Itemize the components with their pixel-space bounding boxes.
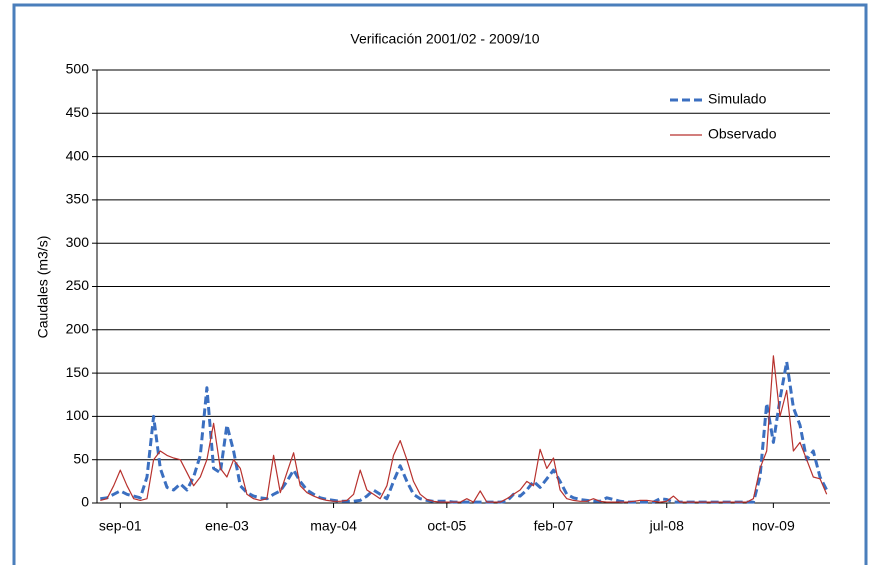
chart-frame (12, 3, 868, 570)
y-tick-label: 100 (66, 407, 90, 423)
x-tick-label: sep-01 (99, 518, 142, 534)
x-tick-label: nov-09 (752, 518, 795, 534)
x-tick-label: may-04 (310, 518, 357, 534)
y-tick-label: 500 (66, 61, 90, 77)
series-line (100, 355, 828, 503)
y-tick-label: 150 (66, 364, 90, 380)
y-tick-label: 250 (66, 277, 90, 293)
x-tick-label: ene-03 (205, 518, 249, 534)
y-tick-label: 450 (66, 104, 90, 120)
legend-label: Simulado (708, 91, 767, 107)
y-tick-label: 200 (66, 321, 90, 337)
y-tick-label: 0 (81, 494, 89, 510)
chart-title: Verificación 2001/02 - 2009/10 (350, 31, 539, 47)
x-tick-label: oct-05 (427, 518, 466, 534)
y-tick-label: 350 (66, 191, 90, 207)
y-axis-label: Caudales (m3/s) (35, 236, 51, 339)
x-tick-label: feb-07 (534, 518, 574, 534)
x-tick-label: jul-08 (649, 518, 684, 534)
legend-label: Observado (708, 126, 777, 142)
y-tick-label: 50 (73, 450, 89, 466)
y-tick-label: 300 (66, 234, 90, 250)
y-tick-label: 400 (66, 147, 90, 163)
